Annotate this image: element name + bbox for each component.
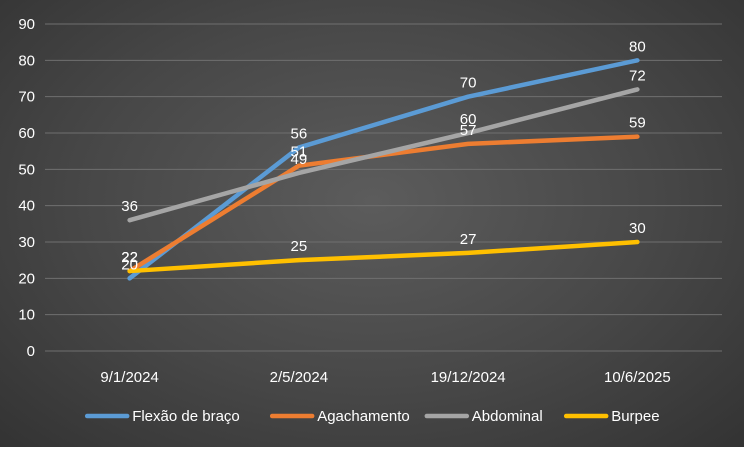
x-tick-label: 19/12/2024 — [431, 369, 506, 386]
data-label: 22 — [121, 249, 138, 266]
y-tick-label: 80 — [18, 52, 35, 69]
data-label: 51 — [291, 144, 308, 161]
legend-item: Agachamento — [269, 408, 410, 425]
data-label: 30 — [629, 220, 646, 237]
legend-label: Abdominal — [472, 408, 543, 425]
y-tick-label: 70 — [18, 89, 35, 106]
data-label: 80 — [629, 38, 646, 55]
legend-item: Burpee — [563, 408, 660, 425]
series-line — [127, 58, 640, 281]
data-label: 70 — [460, 75, 477, 92]
y-tick-label: 60 — [18, 125, 35, 142]
data-label: 27 — [460, 231, 477, 248]
data-label: 22 — [121, 249, 138, 266]
y-tick-label: 40 — [18, 198, 35, 215]
data-label: 49 — [291, 151, 308, 168]
y-tick-label: 20 — [18, 270, 35, 287]
legend-label: Burpee — [611, 408, 659, 425]
y-tick-label: 90 — [18, 16, 35, 33]
gridlines — [45, 23, 722, 352]
legend-label: Agachamento — [317, 408, 410, 425]
series-line — [127, 134, 640, 274]
data-label: 57 — [460, 122, 477, 139]
series-line — [127, 239, 640, 274]
data-label: 60 — [460, 111, 477, 128]
x-tick-label: 9/1/2024 — [100, 369, 158, 386]
data-label: 56 — [291, 126, 308, 143]
legend-label: Flexão de braço — [132, 408, 240, 425]
data-label: 25 — [291, 238, 308, 255]
legend: Flexão de braço Agachamento Abdominal Burpe… — [84, 408, 660, 425]
series-lines — [127, 58, 640, 281]
y-tick-label: 30 — [18, 234, 35, 251]
x-tick-label: 10/6/2025 — [604, 369, 671, 386]
y-tick-label: 10 — [18, 307, 35, 324]
data-label: 20 — [121, 256, 138, 273]
data-label: 36 — [121, 198, 138, 215]
y-tick-label: 50 — [18, 161, 35, 178]
y-tick-label: 0 — [27, 343, 35, 360]
data-label: 59 — [629, 115, 646, 132]
series-line — [127, 87, 640, 223]
legend-item: Flexão de braço — [84, 408, 240, 425]
legend-item: Abdominal — [424, 408, 543, 425]
x-axis: 9/1/2024 2/5/2024 19/12/2024 10/6/2025 — [100, 369, 670, 386]
y-axis: 0 10 20 30 40 50 60 70 80 90 — [18, 16, 35, 360]
data-label: 72 — [629, 67, 646, 84]
x-tick-label: 2/5/2024 — [270, 369, 328, 386]
